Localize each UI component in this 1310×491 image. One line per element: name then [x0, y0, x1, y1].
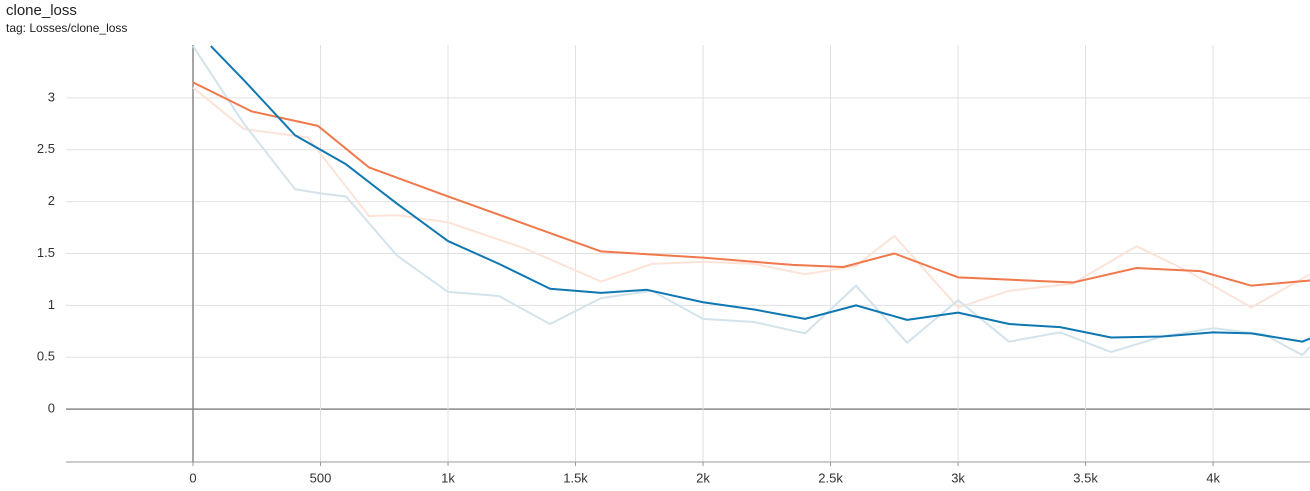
- plot-area: [192, 45, 1310, 357]
- chart-title: clone_loss: [6, 2, 77, 19]
- series-line: [210, 45, 1310, 343]
- x-tick-label: 2.5k: [818, 470, 843, 485]
- y-tick-label: 0.5: [37, 349, 55, 364]
- chart-subtitle: tag: Losses/clone_loss: [6, 21, 127, 35]
- grid: [66, 45, 1310, 466]
- x-tick-label: 1.5k: [563, 470, 588, 485]
- series-line: [192, 81, 1310, 287]
- x-tick-label: 0: [189, 470, 196, 485]
- series-line: [192, 86, 1310, 309]
- x-tick-label: 4k: [1206, 470, 1220, 485]
- x-tick-label: 3k: [951, 470, 965, 485]
- x-tick-label: 500: [310, 470, 332, 485]
- y-tick-label: 3: [48, 89, 55, 104]
- y-tick-label: 2.5: [37, 141, 55, 156]
- y-tick-label: 1.5: [37, 245, 55, 260]
- x-tick-label: 3.5k: [1073, 470, 1098, 485]
- y-tick-label: 2: [48, 193, 55, 208]
- x-tick-label: 2k: [696, 470, 710, 485]
- x-tick-label: 1k: [441, 470, 455, 485]
- y-tick-label: 0: [48, 401, 55, 416]
- y-tick-label: 1: [48, 297, 55, 312]
